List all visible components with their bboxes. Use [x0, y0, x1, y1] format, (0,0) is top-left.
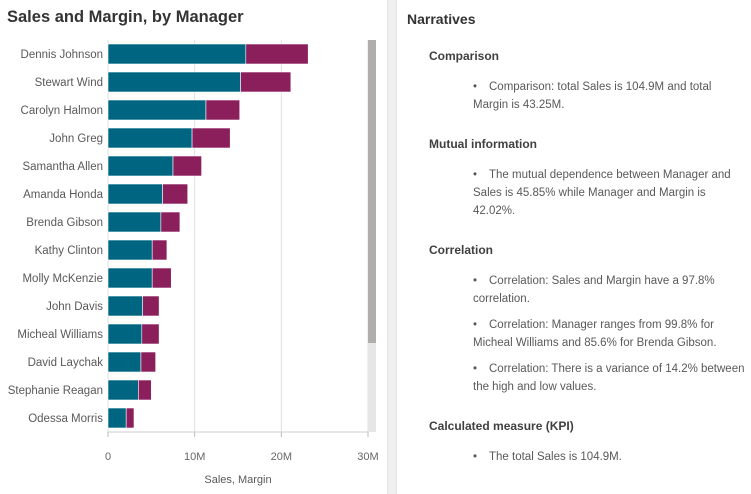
section-mutual-information: Mutual information • The mutual dependenc…	[407, 136, 747, 220]
narrative-item: • Correlation: There is a variance of 14.…	[473, 360, 745, 396]
x-tick-label: 30M	[357, 451, 378, 463]
category-label[interactable]: Carolyn Halmon	[21, 105, 103, 117]
x-tick-label: 0	[105, 451, 111, 463]
category-label[interactable]: Amanda Honda	[23, 189, 104, 201]
section-comparison: Comparison • Comparison: total Sales is 1…	[407, 48, 747, 114]
category-label[interactable]: Kathy Clinton	[35, 245, 103, 257]
bar-margin[interactable]	[240, 71, 292, 93]
bar-margin[interactable]	[160, 211, 181, 233]
narratives-panel: Narratives Comparison • Comparison: total…	[407, 0, 747, 494]
bullet-icon: •	[473, 275, 478, 287]
narrative-item: • Comparison: total Sales is 104.9M and t…	[473, 78, 745, 114]
category-label[interactable]: Micheal Williams	[17, 329, 103, 341]
chart-panel: Sales and Margin, by Manager 0 10M 20M 30M S…	[7, 8, 379, 486]
category-label[interactable]: Brenda Gibson	[26, 217, 103, 229]
category-label[interactable]: Odessa Morris	[28, 413, 103, 425]
bar-sales[interactable]	[107, 323, 143, 345]
bar-sales[interactable]	[107, 43, 247, 65]
category-label[interactable]: Dennis Johnson	[21, 49, 103, 61]
x-axis-title: Sales, Margin	[204, 474, 271, 486]
bar-sales[interactable]	[107, 379, 139, 401]
bar-chart: 0 10M 20M 30M Sales, Margin Dennis Johnson Ste…	[8, 40, 379, 486]
bullet-icon: •	[473, 451, 478, 463]
narratives-title: Narratives	[407, 11, 476, 27]
bar-sales[interactable]	[107, 71, 241, 93]
bullet-icon: •	[473, 363, 478, 375]
bar-margin[interactable]	[191, 127, 231, 149]
bar-sales[interactable]	[107, 155, 174, 177]
category-label[interactable]: Samantha Allen	[22, 161, 103, 173]
bar-sales[interactable]	[107, 351, 142, 373]
x-tick-label: 20M	[271, 451, 292, 463]
category-label[interactable]: Stephanie Reagan	[8, 385, 103, 397]
narrative-item: • Correlation: Manager ranges from 99.8% …	[473, 316, 745, 352]
panel-divider[interactable]	[387, 0, 397, 494]
chart-title: Sales and Margin, by Manager	[7, 8, 244, 26]
section-correlation: Correlation • Correlation: Sales and Marg…	[407, 242, 747, 396]
bar-margin[interactable]	[142, 295, 160, 317]
bar-sales[interactable]	[107, 295, 143, 317]
bar-margin[interactable]	[141, 323, 160, 345]
bar-margin[interactable]	[140, 351, 156, 373]
bar-sales[interactable]	[107, 239, 153, 261]
category-label[interactable]: Molly McKenzie	[22, 273, 103, 285]
bar-sales[interactable]	[107, 407, 127, 429]
bullet-icon: •	[473, 169, 478, 181]
narrative-item: • Correlation: Sales and Margin have a 97…	[473, 272, 745, 308]
bullet-icon: •	[473, 319, 478, 331]
bullet-icon: •	[473, 81, 478, 93]
bar-sales[interactable]	[107, 183, 163, 205]
bar-sales[interactable]	[107, 127, 193, 149]
bar-margin[interactable]	[138, 379, 152, 401]
bar-margin[interactable]	[151, 267, 172, 289]
bar-sales[interactable]	[107, 267, 153, 289]
section-heading-comparison: Comparison	[429, 49, 500, 63]
bar-margin[interactable]	[245, 43, 309, 65]
category-label[interactable]: Stewart Wind	[35, 77, 103, 89]
bar-sales[interactable]	[107, 99, 207, 121]
section-heading-correlation: Correlation	[429, 243, 494, 257]
bar-margin[interactable]	[151, 239, 168, 261]
scrollbar-thumb[interactable]	[368, 40, 376, 343]
category-label[interactable]: David Laychak	[28, 357, 104, 369]
section-kpi: Calculated measure (KPI) • The total Sale…	[407, 418, 747, 466]
bar-sales[interactable]	[107, 211, 162, 233]
bar-margin[interactable]	[205, 99, 241, 121]
section-heading-kpi: Calculated measure (KPI)	[429, 419, 574, 433]
category-label[interactable]: John Davis	[46, 301, 103, 313]
bar-margin[interactable]	[162, 183, 189, 205]
bar-margin[interactable]	[125, 407, 135, 429]
narrative-item: • The mutual dependence between Manager a…	[473, 166, 745, 220]
narrative-item: • The total Sales is 104.9M.	[473, 448, 745, 466]
bar-margin[interactable]	[172, 155, 202, 177]
x-tick-label: 10M	[184, 451, 205, 463]
section-heading-mutual-information: Mutual information	[429, 137, 537, 151]
category-label[interactable]: John Greg	[49, 133, 103, 145]
